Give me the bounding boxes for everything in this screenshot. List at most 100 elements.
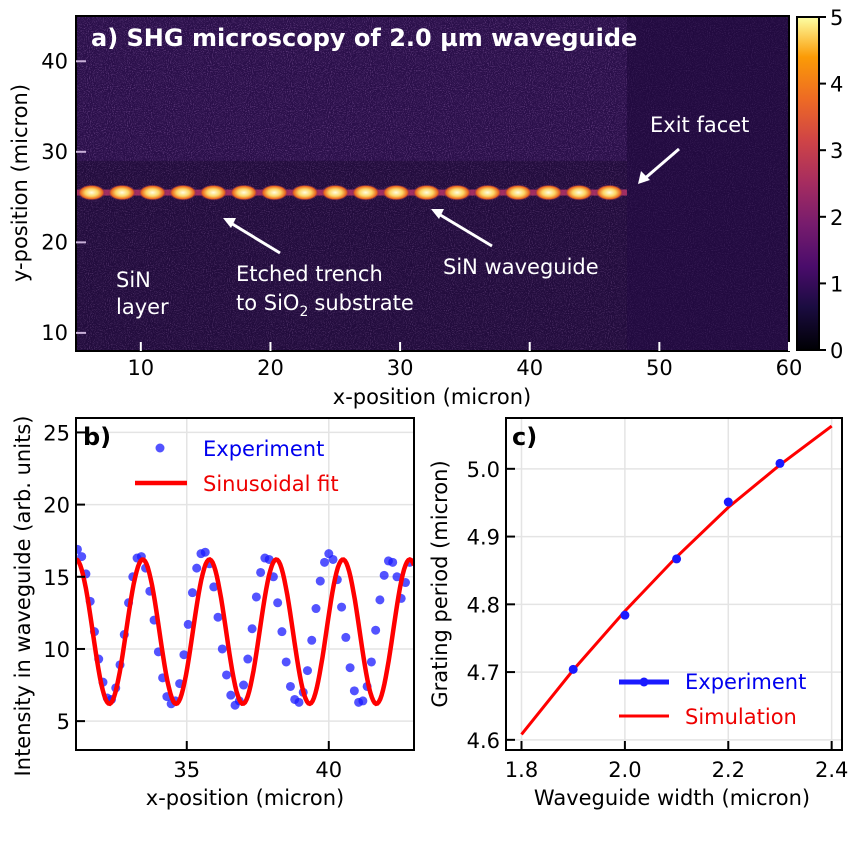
arrowhead-exit-facet [638,171,650,184]
y-tick-label: 40 [41,49,68,73]
legend-experiment-marker [639,677,649,687]
panel-b-ylabel: Intensity in waveguide (arb. units) [11,416,35,777]
legend-experiment-label: Experiment [685,670,806,694]
waveguide-spots [76,184,627,201]
x-tick-label: 50 [646,356,673,380]
panel-b-label: b) [83,423,111,451]
data-point [209,582,219,592]
x-tick-label: 2.2 [712,758,745,782]
annotation-substrate-part1: to SiO [236,291,299,315]
waveguide-spot [260,184,289,201]
y-tick-label: 10 [43,638,70,662]
data-point [620,610,630,620]
legend-experiment-label: Experiment [203,437,324,461]
panel-a-ticks: 10 20 30 40 50 60 10 20 30 40 [41,49,802,380]
y-tick-label: 20 [43,494,70,518]
data-point [285,681,295,691]
sinusoidal-fit-line [76,557,414,707]
legend-fit-label: Sinusoidal fit [203,472,339,496]
y-tick-label: 5.0 [467,458,500,482]
panel-a-xlabel: x-position (micron) [333,385,531,409]
y-tick-label: 4.8 [467,593,500,617]
waveguide-spot [199,184,228,201]
data-point [239,680,249,690]
data-point [311,604,321,614]
colorbar-tick-label: 4 [830,73,843,97]
data-point [307,635,317,645]
data-point [392,572,402,582]
colorbar-tick-label: 0 [830,339,843,363]
x-tick-label: 2.4 [815,758,848,782]
annotation-exit-facet: Exit facet [650,113,749,137]
data-point [273,598,283,608]
y-tick-label: 10 [41,321,68,345]
x-tick-label: 30 [387,356,414,380]
colorbar-ticks: 0 1 2 3 4 5 [819,6,843,363]
waveguide-spot [382,184,411,201]
y-tick-label: 20 [41,230,68,254]
panel-a-title: a) SHG microscopy of 2.0 µm waveguide [91,24,637,52]
legend-experiment-marker [155,443,165,453]
annotation-etched-trench: Etched trench [236,262,383,286]
panel-b-grid [76,418,414,750]
data-point [277,627,287,637]
x-tick-label: 20 [257,356,284,380]
annotation-layer: layer [116,295,169,319]
data-point [183,619,193,629]
waveguide-spot [321,184,350,201]
waveguide-spot [108,184,137,201]
data-point [568,664,578,674]
annotation-substrate-part2: substrate [314,291,413,315]
y-tick-label: 4.7 [467,661,500,685]
exit-region [626,16,789,351]
data-point [192,563,202,573]
data-point [256,567,266,577]
colorbar-tick-label: 1 [830,272,843,296]
legend-simulation-label: Simulation [685,705,797,729]
panel-c-ticks: 1.8 2.0 2.2 2.4 4.6 4.7 4.8 4.9 5.0 [467,458,849,782]
waveguide-spot [595,184,624,201]
x-tick-label: 60 [776,356,803,380]
data-point [226,690,236,700]
panel-b-frame [75,417,415,751]
data-point [281,657,291,667]
panel-c-frame [505,417,843,751]
data-point [179,650,189,660]
panel-a-annotations: Exit facet SiN waveguide Etched trench t… [116,113,749,320]
waveguide-spot [564,184,593,201]
x-tick-label: 35 [173,758,200,782]
data-point [320,557,330,567]
data-point [294,697,304,707]
arrowhead-sin-waveguide [431,209,444,219]
panel-a-ylabel: y-position (micron) [8,84,32,282]
arrowhead-etched-trench [223,218,236,228]
waveguide-spot [473,184,502,201]
data-point [213,612,223,622]
waveguide-spot [534,184,563,201]
data-point [775,458,785,468]
y-tick-label: 4.6 [467,729,500,753]
data-point [222,670,232,680]
data-point [672,554,682,564]
waveguide-spot [290,184,319,201]
panel-a-frame [75,15,790,352]
data-point [723,497,733,507]
waveguide-spot [351,184,380,201]
arrow-etched-trench [228,220,281,255]
data-point [366,657,376,667]
colorbar-tick-label: 2 [830,206,843,230]
waveguide-spot [229,184,258,201]
panel-c-ylabel: Grating period (micron) [428,460,452,707]
y-tick-label: 15 [43,566,70,590]
y-tick-label: 25 [43,421,70,445]
data-point [302,666,312,676]
x-tick-label: 10 [127,356,154,380]
panel-c-background [506,418,842,750]
data-point [315,576,325,586]
data-point [251,592,261,602]
data-point [388,557,398,567]
data-point [341,632,351,642]
data-point [328,554,338,564]
